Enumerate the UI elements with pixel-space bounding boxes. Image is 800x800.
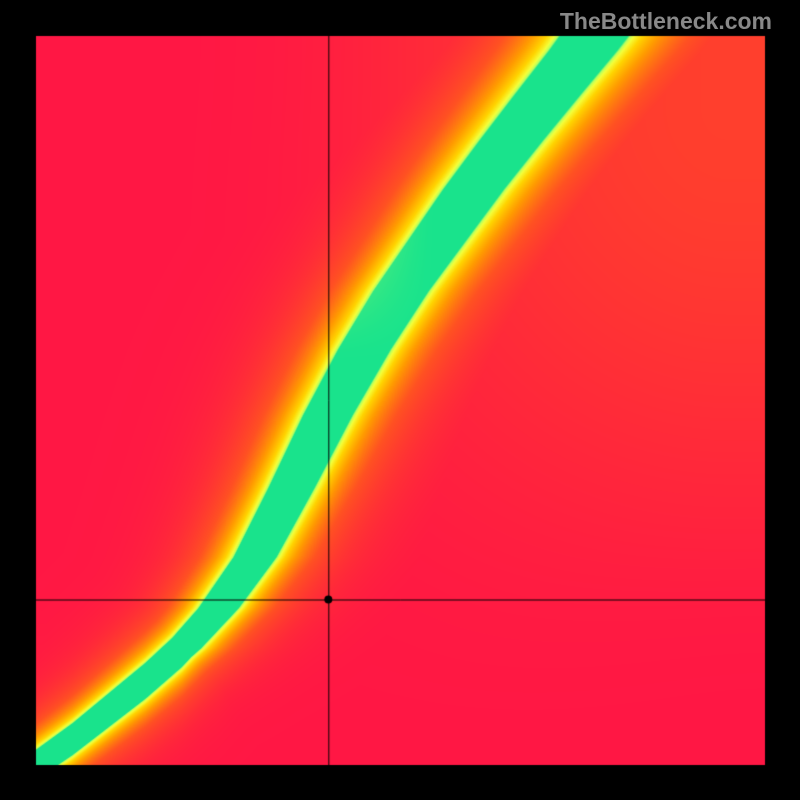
watermark-text: TheBottleneck.com (560, 8, 772, 35)
bottleneck-heatmap (0, 0, 800, 800)
chart-container: TheBottleneck.com (0, 0, 800, 800)
